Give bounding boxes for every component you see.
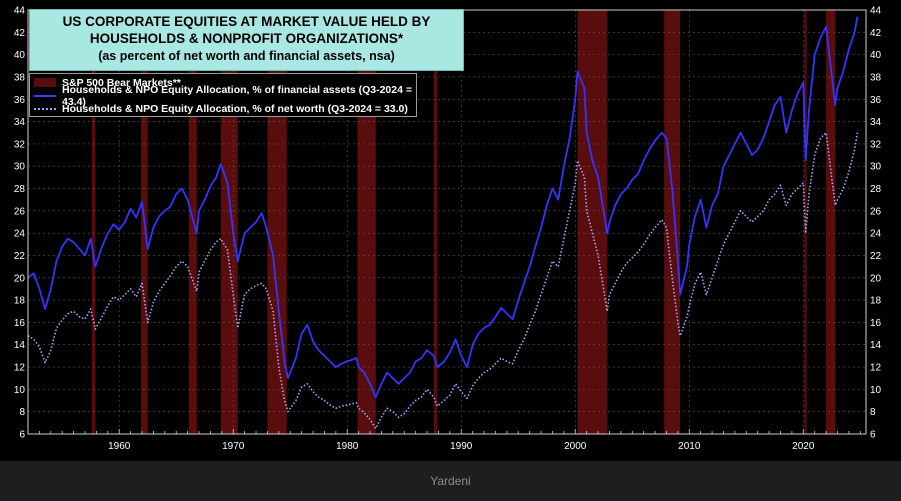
legend-label: Households & NPO Equity Allocation, % of… <box>62 102 408 115</box>
y-tick-label-right: 40 <box>870 50 882 61</box>
legend-label: S&P 500 Bear Markets** <box>62 76 181 89</box>
y-tick-label-left: 18 <box>14 296 26 307</box>
y-tick-label-right: 8 <box>870 407 876 418</box>
y-tick-label-right: 32 <box>870 139 882 150</box>
series-lines <box>27 16 859 430</box>
y-tick-label-left: 36 <box>14 95 26 106</box>
x-tick-label: 1990 <box>450 441 473 452</box>
y-tick-label-right: 12 <box>870 363 882 374</box>
y-tick-label-right: 34 <box>870 117 882 128</box>
y-tick-label-left: 12 <box>14 363 26 374</box>
x-tick-label: 1980 <box>336 441 359 452</box>
x-tick-label: 2000 <box>564 441 587 452</box>
bear-market-band <box>91 10 96 434</box>
y-tick-label-right: 26 <box>870 206 882 217</box>
y-tick-label-left: 10 <box>14 385 26 396</box>
bear-market-band <box>804 10 807 434</box>
y-tick-label-left: 6 <box>19 430 25 441</box>
y-tick-label-right: 14 <box>870 340 882 351</box>
x-tick-label: 2020 <box>792 441 815 452</box>
series-line-financial-assets <box>27 16 859 399</box>
legend-swatch-dotted <box>34 107 56 110</box>
y-tick-label-right: 22 <box>870 251 882 262</box>
chart-title-line-2: HOUSEHOLDS & NONPROFIT ORGANIZATIONS* <box>89 31 404 46</box>
y-tick-label-right: 42 <box>870 28 882 39</box>
y-tick-label-left: 38 <box>14 72 26 83</box>
series-line-net-worth <box>27 131 859 430</box>
bear-market-band <box>577 10 608 434</box>
y-tick-label-right: 30 <box>870 162 882 173</box>
x-tick-label: 1960 <box>108 441 131 452</box>
y-tick-label-right: 16 <box>870 318 882 329</box>
chart-title-line-1: US CORPORATE EQUITIES AT MARKET VALUE HE… <box>62 14 431 29</box>
legend: S&P 500 Bear Markets** Households & NPO … <box>29 73 417 117</box>
x-tick-label: 1970 <box>222 441 245 452</box>
y-tick-label-right: 38 <box>870 72 882 83</box>
x-tick-label: 2010 <box>678 441 701 452</box>
y-tick-label-right: 18 <box>870 296 882 307</box>
legend-entry-bear-markets: S&P 500 Bear Markets** <box>34 76 412 89</box>
source-credit: Yardeni <box>430 474 471 488</box>
legend-swatch-solid <box>34 94 56 97</box>
y-tick-label-left: 26 <box>14 206 26 217</box>
y-tick-label-left: 16 <box>14 318 26 329</box>
y-tick-label-left: 30 <box>14 162 26 173</box>
bear-market-band <box>433 10 438 434</box>
legend-swatch-bar <box>34 78 56 87</box>
y-tick-label-left: 32 <box>14 139 26 150</box>
y-tick-label-left: 40 <box>14 50 26 61</box>
y-tick-label-right: 10 <box>870 385 882 396</box>
legend-entry-financial-assets: Households & NPO Equity Allocation, % of… <box>34 84 412 108</box>
y-tick-label-right: 44 <box>870 6 882 17</box>
chart-area: 6 6 8 8 10 10 12 12 14 14 16 16 18 18 20 20 22 22 24 24 26 26… <box>0 0 901 461</box>
y-tick-label-left: 24 <box>14 229 26 240</box>
y-tick-label-left: 20 <box>14 273 26 284</box>
y-tick-label-right: 24 <box>870 229 882 240</box>
y-tick-label-right: 6 <box>870 430 876 441</box>
legend-entry-net-worth: Households & NPO Equity Allocation, % of… <box>34 102 412 115</box>
y-tick-label-left: 44 <box>14 6 26 17</box>
y-tick-label-right: 28 <box>870 184 882 195</box>
bear-market-band <box>826 10 836 434</box>
legend-label: Households & NPO Equity Allocation, % of… <box>62 83 412 108</box>
chart-subtitle: (as percent of net worth and financial a… <box>98 49 395 63</box>
y-tick-label-left: 28 <box>14 184 26 195</box>
y-tick-label-right: 36 <box>870 95 882 106</box>
y-tick-label-left: 22 <box>14 251 26 262</box>
chart-title-box: US CORPORATE EQUITIES AT MARKET VALUE HE… <box>29 9 464 71</box>
y-tick-label-left: 8 <box>19 407 25 418</box>
y-tick-label-right: 20 <box>870 273 882 284</box>
y-tick-label-left: 34 <box>14 117 26 128</box>
bear-market-band <box>664 10 681 434</box>
y-tick-label-left: 42 <box>14 28 26 39</box>
y-tick-label-left: 14 <box>14 340 26 351</box>
